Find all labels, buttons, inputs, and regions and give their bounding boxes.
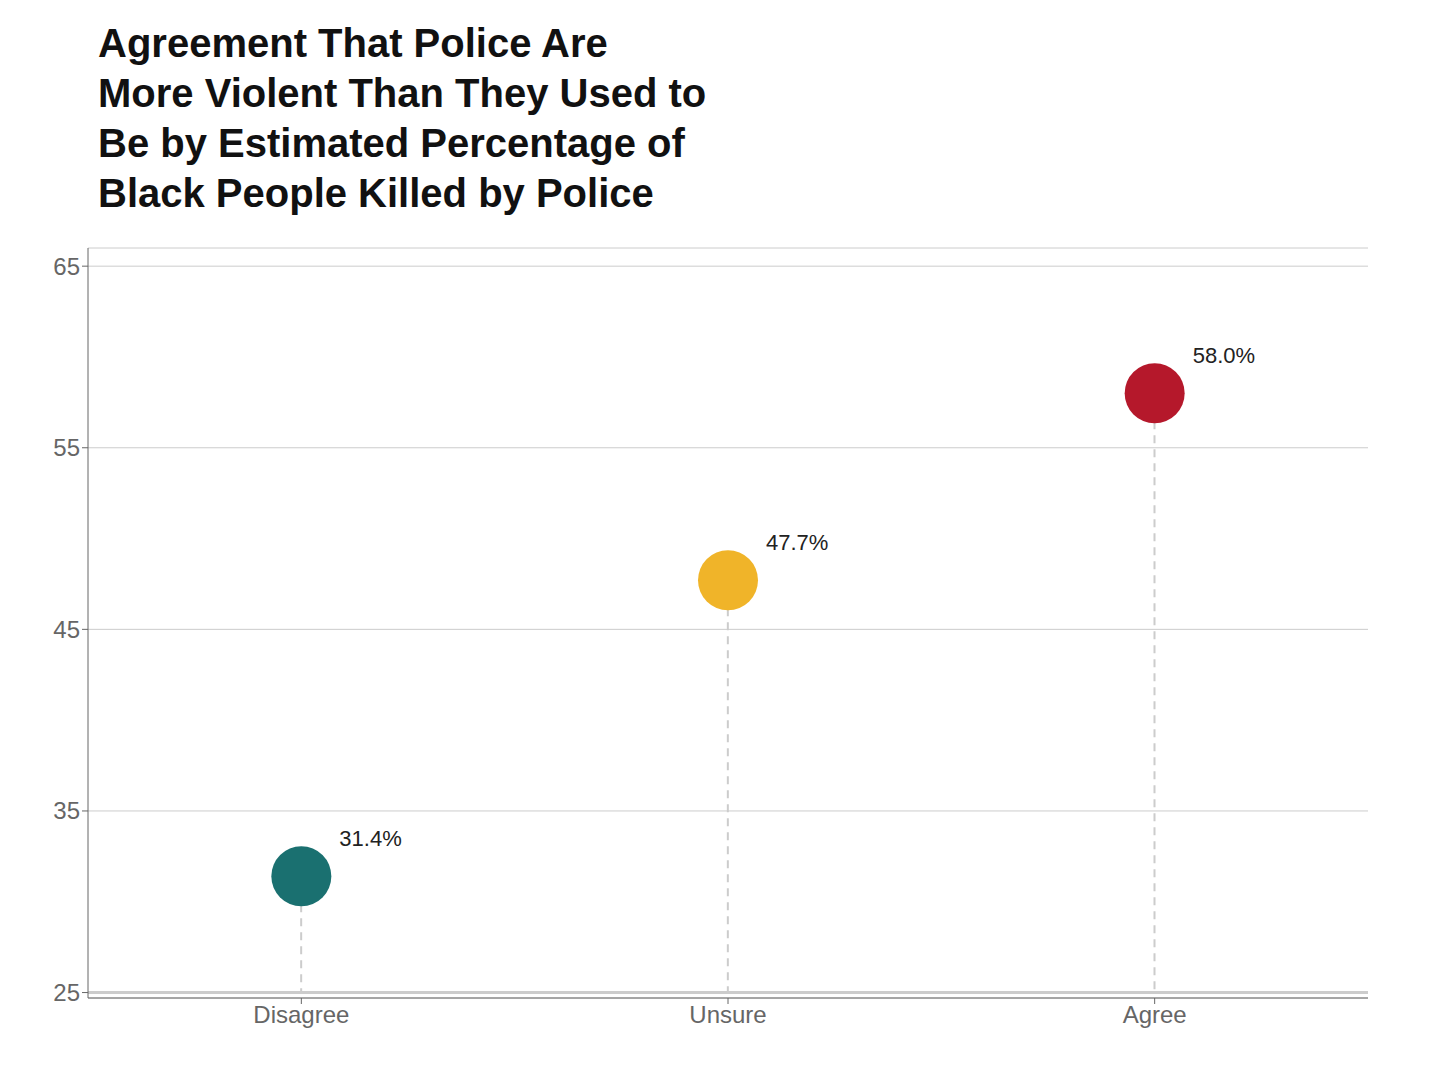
svg-text:47.7%: 47.7% <box>766 530 828 555</box>
svg-text:Agree: Agree <box>1123 1001 1187 1028</box>
svg-text:45: 45 <box>53 616 80 643</box>
svg-text:55: 55 <box>53 434 80 461</box>
svg-text:35: 35 <box>53 797 80 824</box>
svg-text:31.4%: 31.4% <box>339 826 401 851</box>
svg-text:Unsure: Unsure <box>689 1001 766 1028</box>
svg-text:Disagree: Disagree <box>253 1001 349 1028</box>
svg-text:25: 25 <box>53 979 80 1006</box>
svg-text:65: 65 <box>53 253 80 280</box>
html-text:Agreement That Police Are More: Agreement That Police Are More Violent T… <box>98 21 707 215</box>
svg-text:58.0%: 58.0% <box>1193 343 1255 368</box>
